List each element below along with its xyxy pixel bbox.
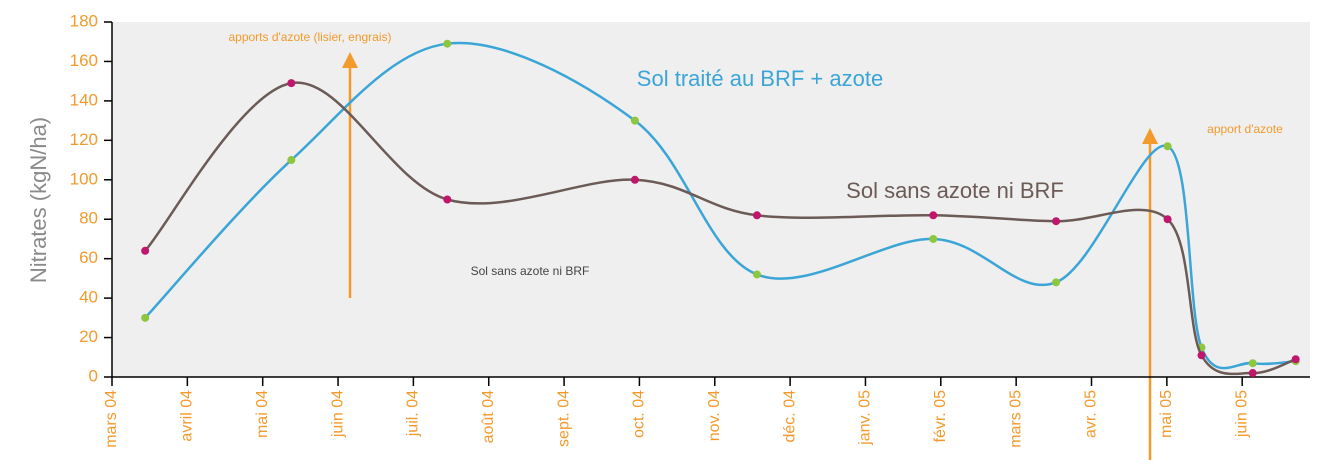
data-point (443, 39, 452, 48)
x-tick-label: sept. 04 (555, 390, 572, 447)
x-tick-label: juil. 04 (405, 390, 422, 437)
series-label: Sol sans azote ni BRF (846, 178, 1064, 203)
x-tick-label: mai 05 (1158, 390, 1175, 438)
series-line (144, 41, 1296, 370)
data-point (443, 195, 452, 204)
data-point (1197, 351, 1206, 360)
x-tick-label: mars 05 (1007, 390, 1024, 448)
x-tick-label: avril 04 (179, 390, 196, 442)
y-axis-label: Nitrates (kgN/ha) (26, 117, 51, 283)
x-tick-label: mars 04 (103, 390, 120, 448)
y-tick-label: 60 (79, 248, 98, 267)
data-point (141, 246, 150, 255)
data-point (1248, 359, 1257, 368)
data-point (287, 79, 296, 88)
x-tick-label: févr. 05 (932, 390, 949, 443)
data-point (1163, 215, 1172, 224)
data-point (929, 234, 938, 243)
series-line (144, 81, 1297, 376)
x-tick-label: janv. 05 (857, 390, 874, 446)
data-point (1163, 142, 1172, 151)
arrow-1 (342, 52, 358, 298)
y-tick-label: 120 (70, 130, 98, 149)
data-point (630, 175, 639, 184)
x-tick-label: déc. 04 (781, 390, 798, 443)
y-tick-label: 80 (79, 209, 98, 228)
annotation: apport d'azote (1207, 122, 1283, 136)
y-tick-label: 20 (79, 327, 98, 346)
data-point (630, 116, 639, 125)
y-tick-label: 40 (79, 288, 98, 307)
data-point (1052, 217, 1061, 226)
x-tick-label: juin 04 (329, 390, 346, 438)
data-point (752, 270, 761, 279)
y-tick-label: 140 (70, 90, 98, 109)
plot-area (112, 22, 1310, 377)
annotation: Sol sans azote ni BRF (471, 264, 590, 278)
data-point (1052, 278, 1061, 287)
arrow-2 (1142, 128, 1158, 460)
y-tick-label: 100 (70, 169, 98, 188)
y-tick-label: 0 (89, 366, 98, 385)
data-point (1248, 369, 1257, 378)
data-point (141, 313, 150, 322)
x-tick-label: mai 04 (254, 390, 271, 438)
x-tick-label: oct. 04 (631, 390, 648, 438)
data-point (1291, 355, 1300, 364)
x-tick-label: août 04 (480, 390, 497, 443)
x-tick-label: juin 05 (1233, 390, 1250, 438)
annotation: apports d'azote (lisier, engrais) (228, 30, 391, 44)
x-tick-label: avr. 05 (1083, 390, 1100, 438)
data-point (929, 211, 938, 220)
x-tick-label: nov. 04 (706, 390, 723, 441)
y-tick-label: 160 (70, 51, 98, 70)
y-tick-label: 180 (70, 11, 98, 30)
data-point (287, 156, 296, 165)
series-label: Sol traité au BRF + azote (637, 66, 883, 91)
data-point (752, 211, 761, 220)
